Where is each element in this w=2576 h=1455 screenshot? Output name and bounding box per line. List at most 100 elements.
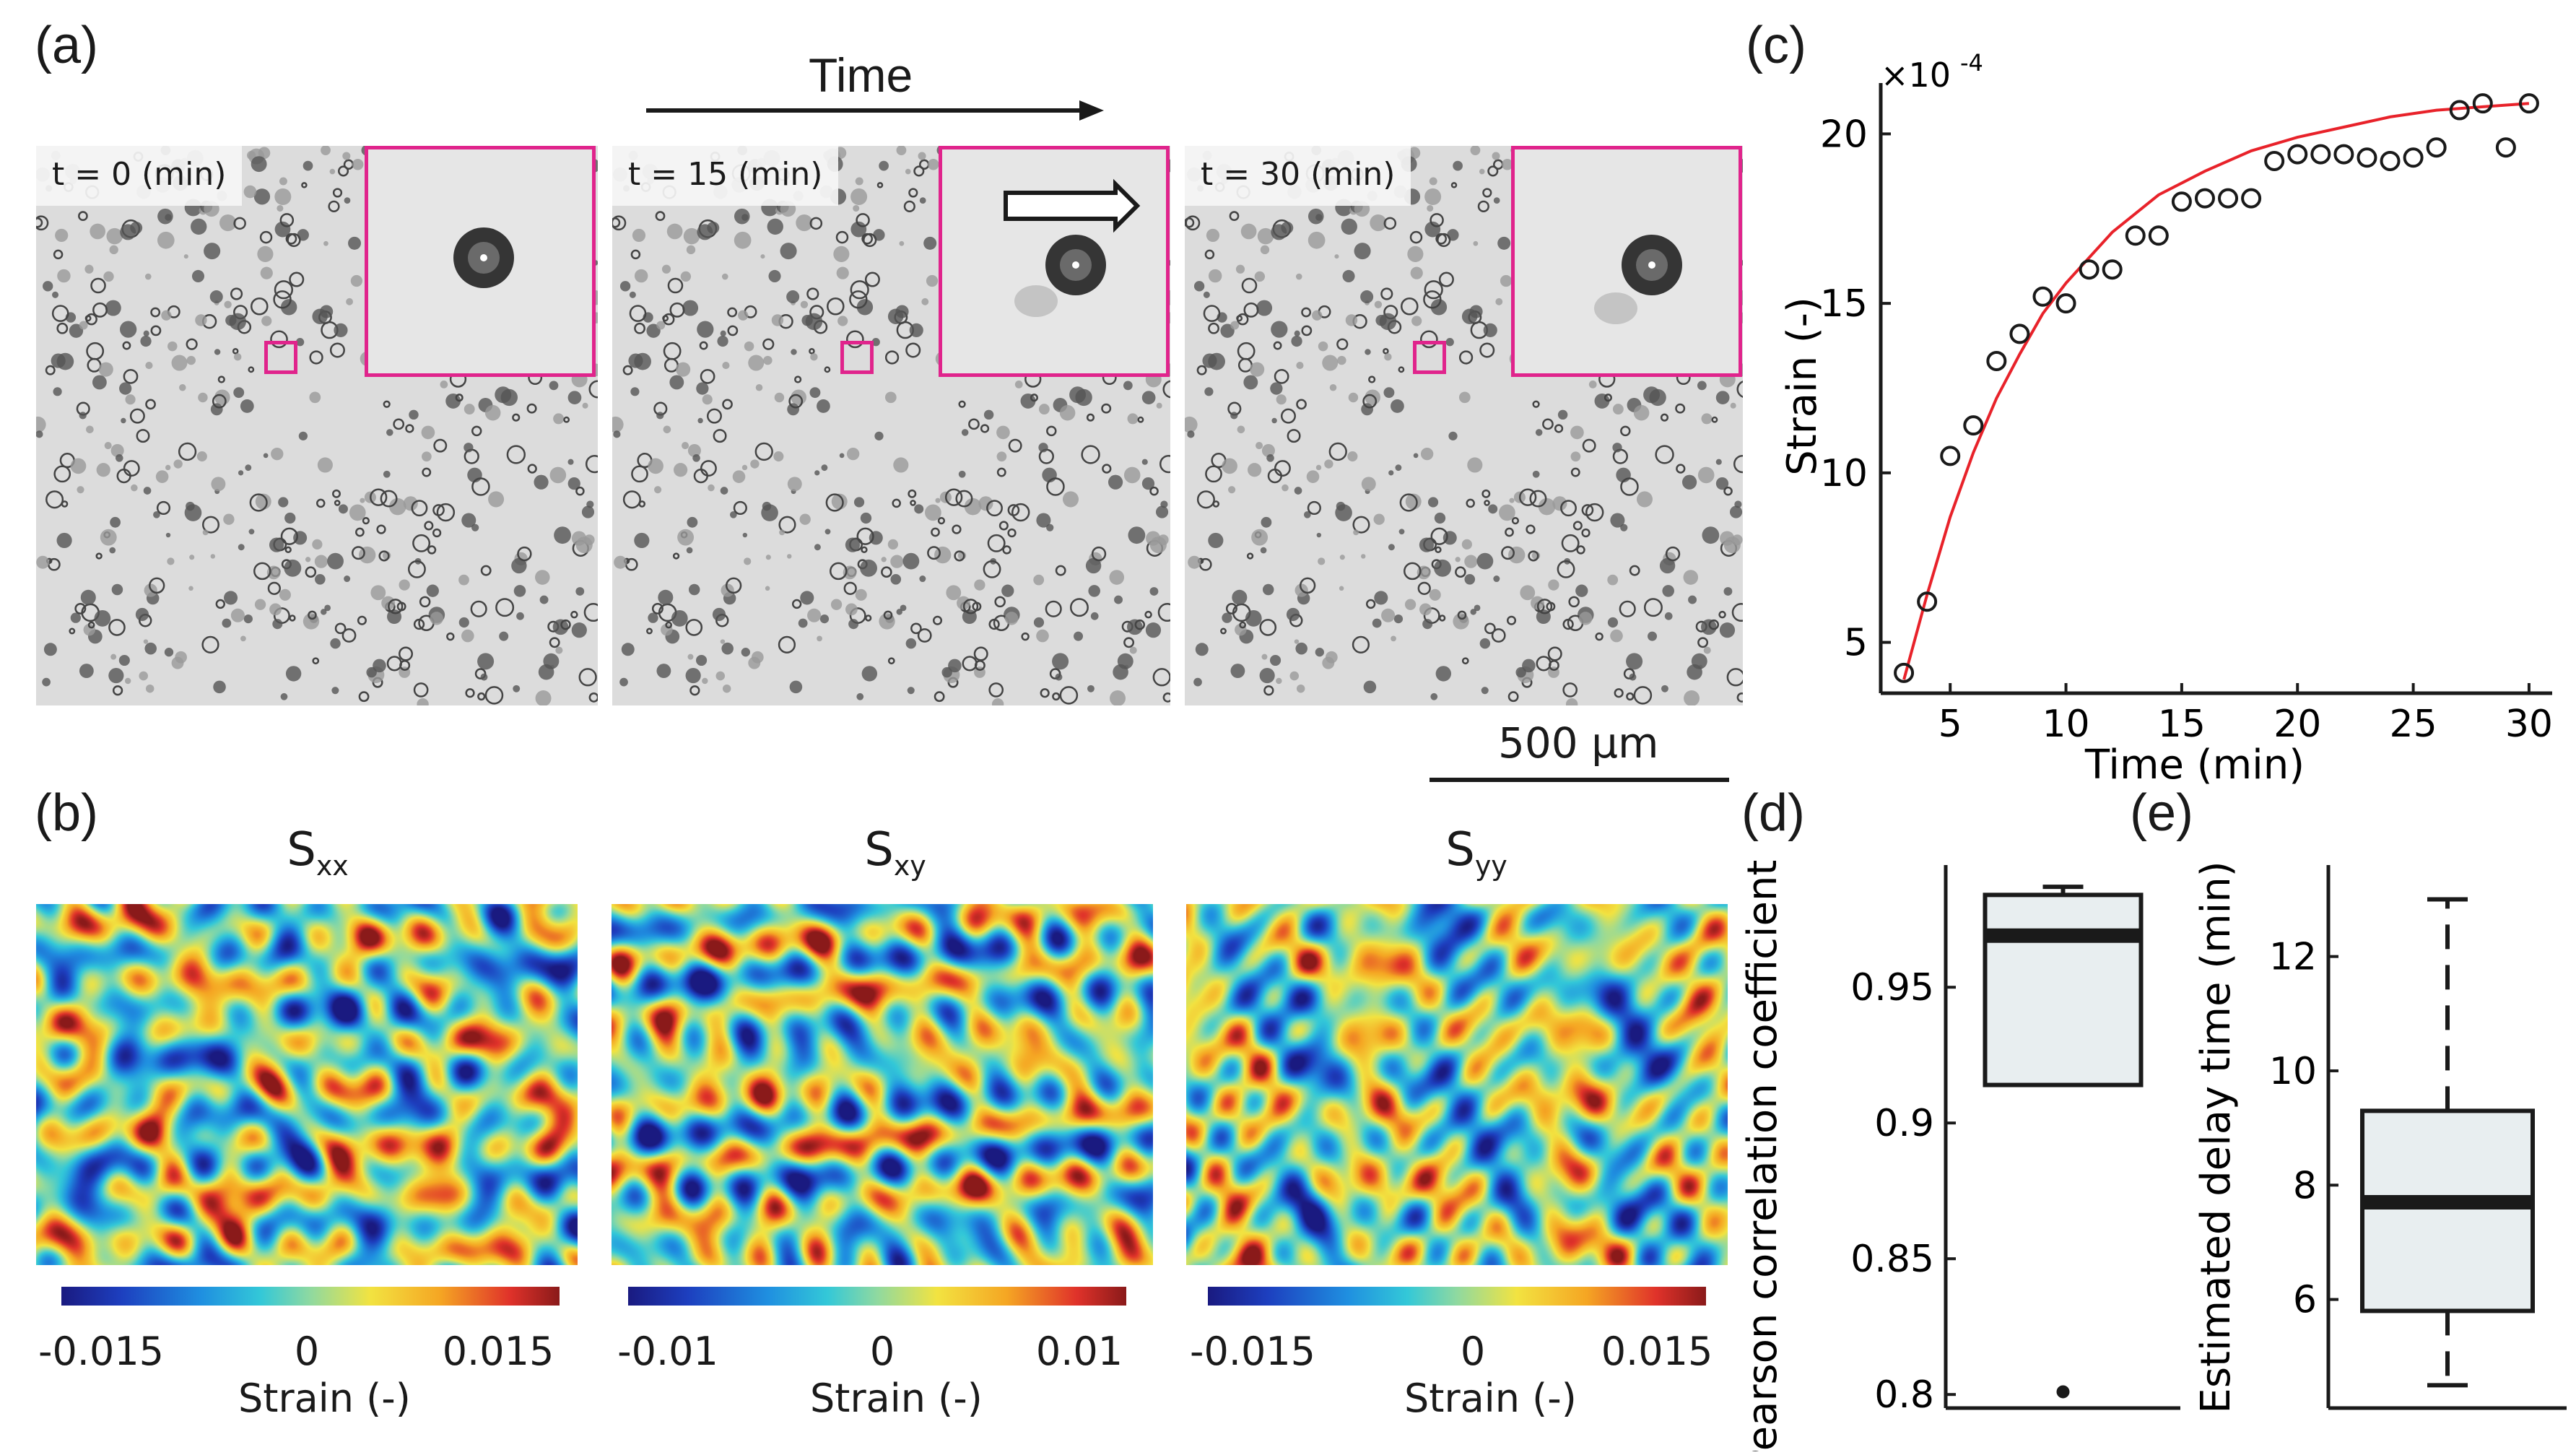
x-tick-label: 5 [1938,703,1962,746]
y-axis-title: Pearson correlation coefficient (-) [1739,852,1786,1451]
y-tick-label: 10 [2269,1050,2317,1093]
strain-map-sxx [36,904,578,1265]
data-point [2194,188,2215,209]
data-point [2218,188,2239,209]
data-point [2055,293,2076,314]
y-tick-label: 10 [1820,452,1868,495]
y-tick-label: 0.95 [1850,966,1934,1009]
y-axis-title: Strain (-) [1779,297,1826,476]
data-point [2310,144,2331,165]
data-point [2148,225,2169,246]
x-tick-label: 30 [2505,703,2553,746]
data-point [2102,259,2123,280]
x-tick-label: 10 [2042,703,2089,746]
panel-e-label: (e) [2130,784,2193,842]
strain-map-sxy [612,904,1153,1265]
y-tick-label: 15 [1820,282,1868,326]
data-point [1894,662,1915,683]
y-multiplier-exponent: -4 [1960,51,1983,77]
data-point [1917,591,1938,612]
data-point [2079,259,2099,280]
colorbar-label: Strain (-) [1404,1376,1577,1421]
colorbar-tick: -0.015 [38,1329,165,1374]
data-point [2032,286,2053,307]
data-point [2518,93,2539,114]
x-axis-title: Time (min) [2084,742,2305,789]
y-tick-label: 0.8 [1874,1373,1934,1417]
y-tick-label: 20 [1820,113,1868,156]
y-tick-label: 8 [2293,1164,2317,1207]
y-axis-title: Estimated delay time (min) [2195,861,2240,1413]
panel-c-label: (c) [1746,17,1806,74]
colorbar-tick: 0.015 [1601,1329,1713,1374]
data-point [2287,144,2308,165]
colorbar-tick: 0 [869,1329,895,1374]
frame-time-label: t = 0 (min) [36,146,243,206]
panel-d-label: (d) [1741,784,1805,842]
data-point [2403,147,2424,168]
colorbar-tick: 0 [294,1329,320,1374]
y-tick-label: 12 [2269,936,2317,979]
frame-time-label: t = 15 (min) [612,146,839,206]
y-tick-label: 5 [1844,622,1868,665]
zoom-inset [1511,146,1742,377]
scale-bar [1430,778,1729,782]
panel-b-label: (b) [35,784,98,842]
x-tick-label: 20 [2273,703,2321,746]
data-point [1940,446,1961,466]
colorbar-label: Strain (-) [810,1376,983,1421]
data-point [2426,137,2447,158]
zoom-inset [365,146,596,377]
fit-curve [1902,102,2530,680]
data-point [2357,147,2377,168]
frame-time-label: t = 30 (min) [1185,146,1411,206]
roi-box [840,341,874,374]
micrograph-frame-2: t = 15 (min) [612,146,1170,705]
data-point [2333,144,2354,165]
panel-a-label: (a) [35,17,98,74]
data-point [2171,191,2192,212]
colorbar-sxx [61,1287,560,1306]
colorbar-tick: 0 [1460,1329,1486,1374]
colorbar-sxy [628,1287,1126,1306]
iqr-box [2360,1108,2535,1313]
data-point [2009,323,2030,344]
data-point [2241,188,2262,209]
data-point [2380,150,2401,171]
micrograph-frame-1: t = 0 (min) [36,146,598,705]
data-point [2472,93,2493,114]
data-point [2264,150,2285,171]
time-label: Time [809,48,913,102]
y-tick-label: 0.9 [1874,1102,1934,1145]
data-point [1986,350,2007,371]
delay-time-boxplot: 6 8 10 12 Estimated delay time (min) [2195,861,2567,1414]
data-point [2125,225,2146,246]
micrograph-frame-3: t = 30 (min) [1185,146,1743,705]
roi-box [264,341,297,374]
colorbar-syy [1208,1287,1706,1306]
colorbar-tick: 0.01 [1035,1329,1123,1374]
x-tick-label: 15 [2158,703,2206,746]
scale-bar-label: 500 μm [1498,718,1659,768]
map-title-syy: Syy [1445,823,1507,882]
colorbar-tick: -0.015 [1189,1329,1316,1374]
time-arrow [646,100,1104,121]
map-title-sxy: Sxy [864,823,926,882]
outlier-point [2056,1385,2070,1399]
map-title-sxx: Sxx [287,823,349,882]
colorbar-tick: -0.01 [617,1329,718,1374]
zoom-inset [939,146,1170,377]
data-point [1963,415,1984,436]
strain-time-chart: 5 10 15 20 25 30 5 10 15 20 ×10 -4 Time (min) Strain … [1779,51,2553,789]
y-tick-label: 6 [2293,1279,2317,1322]
iqr-box [1983,892,2144,1087]
strain-map-syy [1186,904,1728,1265]
y-multiplier: ×10 [1881,56,1951,95]
colorbar-label: Strain (-) [238,1376,411,1421]
data-point [2449,100,2470,121]
pearson-boxplot: 0.8 0.85 0.9 0.95 Pearson correlation coeffi… [1739,852,2180,1451]
roi-box [1413,341,1446,374]
x-tick-label: 25 [2390,703,2437,746]
y-tick-label: 0.85 [1850,1238,1934,1281]
data-point [2495,137,2516,158]
